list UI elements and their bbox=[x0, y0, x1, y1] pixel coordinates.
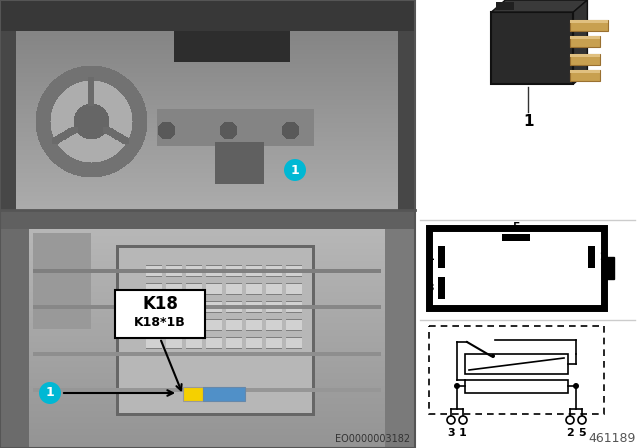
Circle shape bbox=[573, 383, 579, 389]
Bar bbox=[415, 0, 640, 448]
Polygon shape bbox=[573, 0, 588, 84]
Bar bbox=[438, 246, 445, 268]
Bar bbox=[465, 380, 568, 393]
Bar bbox=[0, 0, 415, 448]
Text: 461189: 461189 bbox=[589, 432, 636, 445]
Bar bbox=[429, 228, 604, 308]
Bar bbox=[502, 234, 530, 241]
Bar bbox=[570, 70, 600, 81]
Text: 5: 5 bbox=[578, 428, 586, 438]
Text: K18*1B: K18*1B bbox=[134, 315, 186, 328]
Circle shape bbox=[454, 383, 460, 389]
Bar bbox=[602, 257, 614, 279]
Circle shape bbox=[459, 416, 467, 424]
Circle shape bbox=[578, 416, 586, 424]
Text: 5: 5 bbox=[512, 222, 520, 232]
Text: 2: 2 bbox=[599, 252, 607, 262]
Bar bbox=[570, 54, 600, 57]
Text: 1: 1 bbox=[291, 164, 300, 177]
Text: 1: 1 bbox=[523, 113, 534, 129]
Bar bbox=[570, 20, 609, 31]
Circle shape bbox=[447, 416, 455, 424]
Bar bbox=[465, 354, 568, 374]
Text: 1: 1 bbox=[45, 387, 54, 400]
Text: K18: K18 bbox=[142, 295, 178, 313]
Bar bbox=[115, 290, 205, 338]
Text: 3: 3 bbox=[447, 428, 455, 438]
Bar bbox=[570, 36, 600, 47]
Text: 2: 2 bbox=[566, 428, 574, 438]
Circle shape bbox=[284, 159, 306, 181]
Bar bbox=[570, 54, 600, 65]
Polygon shape bbox=[492, 0, 588, 12]
Bar bbox=[429, 326, 604, 414]
Bar bbox=[570, 20, 609, 23]
Text: 1: 1 bbox=[426, 252, 434, 262]
Text: 3: 3 bbox=[426, 283, 434, 293]
Circle shape bbox=[566, 416, 574, 424]
Circle shape bbox=[491, 354, 495, 358]
Bar bbox=[438, 277, 445, 299]
Bar bbox=[492, 12, 573, 84]
Bar bbox=[183, 387, 203, 401]
Text: 1: 1 bbox=[459, 428, 467, 438]
Text: EO0000003182: EO0000003182 bbox=[335, 434, 410, 444]
Bar bbox=[203, 387, 245, 401]
Bar bbox=[497, 2, 515, 10]
Bar bbox=[588, 246, 595, 268]
Circle shape bbox=[39, 382, 61, 404]
Bar bbox=[570, 36, 600, 39]
Bar bbox=[570, 70, 600, 73]
